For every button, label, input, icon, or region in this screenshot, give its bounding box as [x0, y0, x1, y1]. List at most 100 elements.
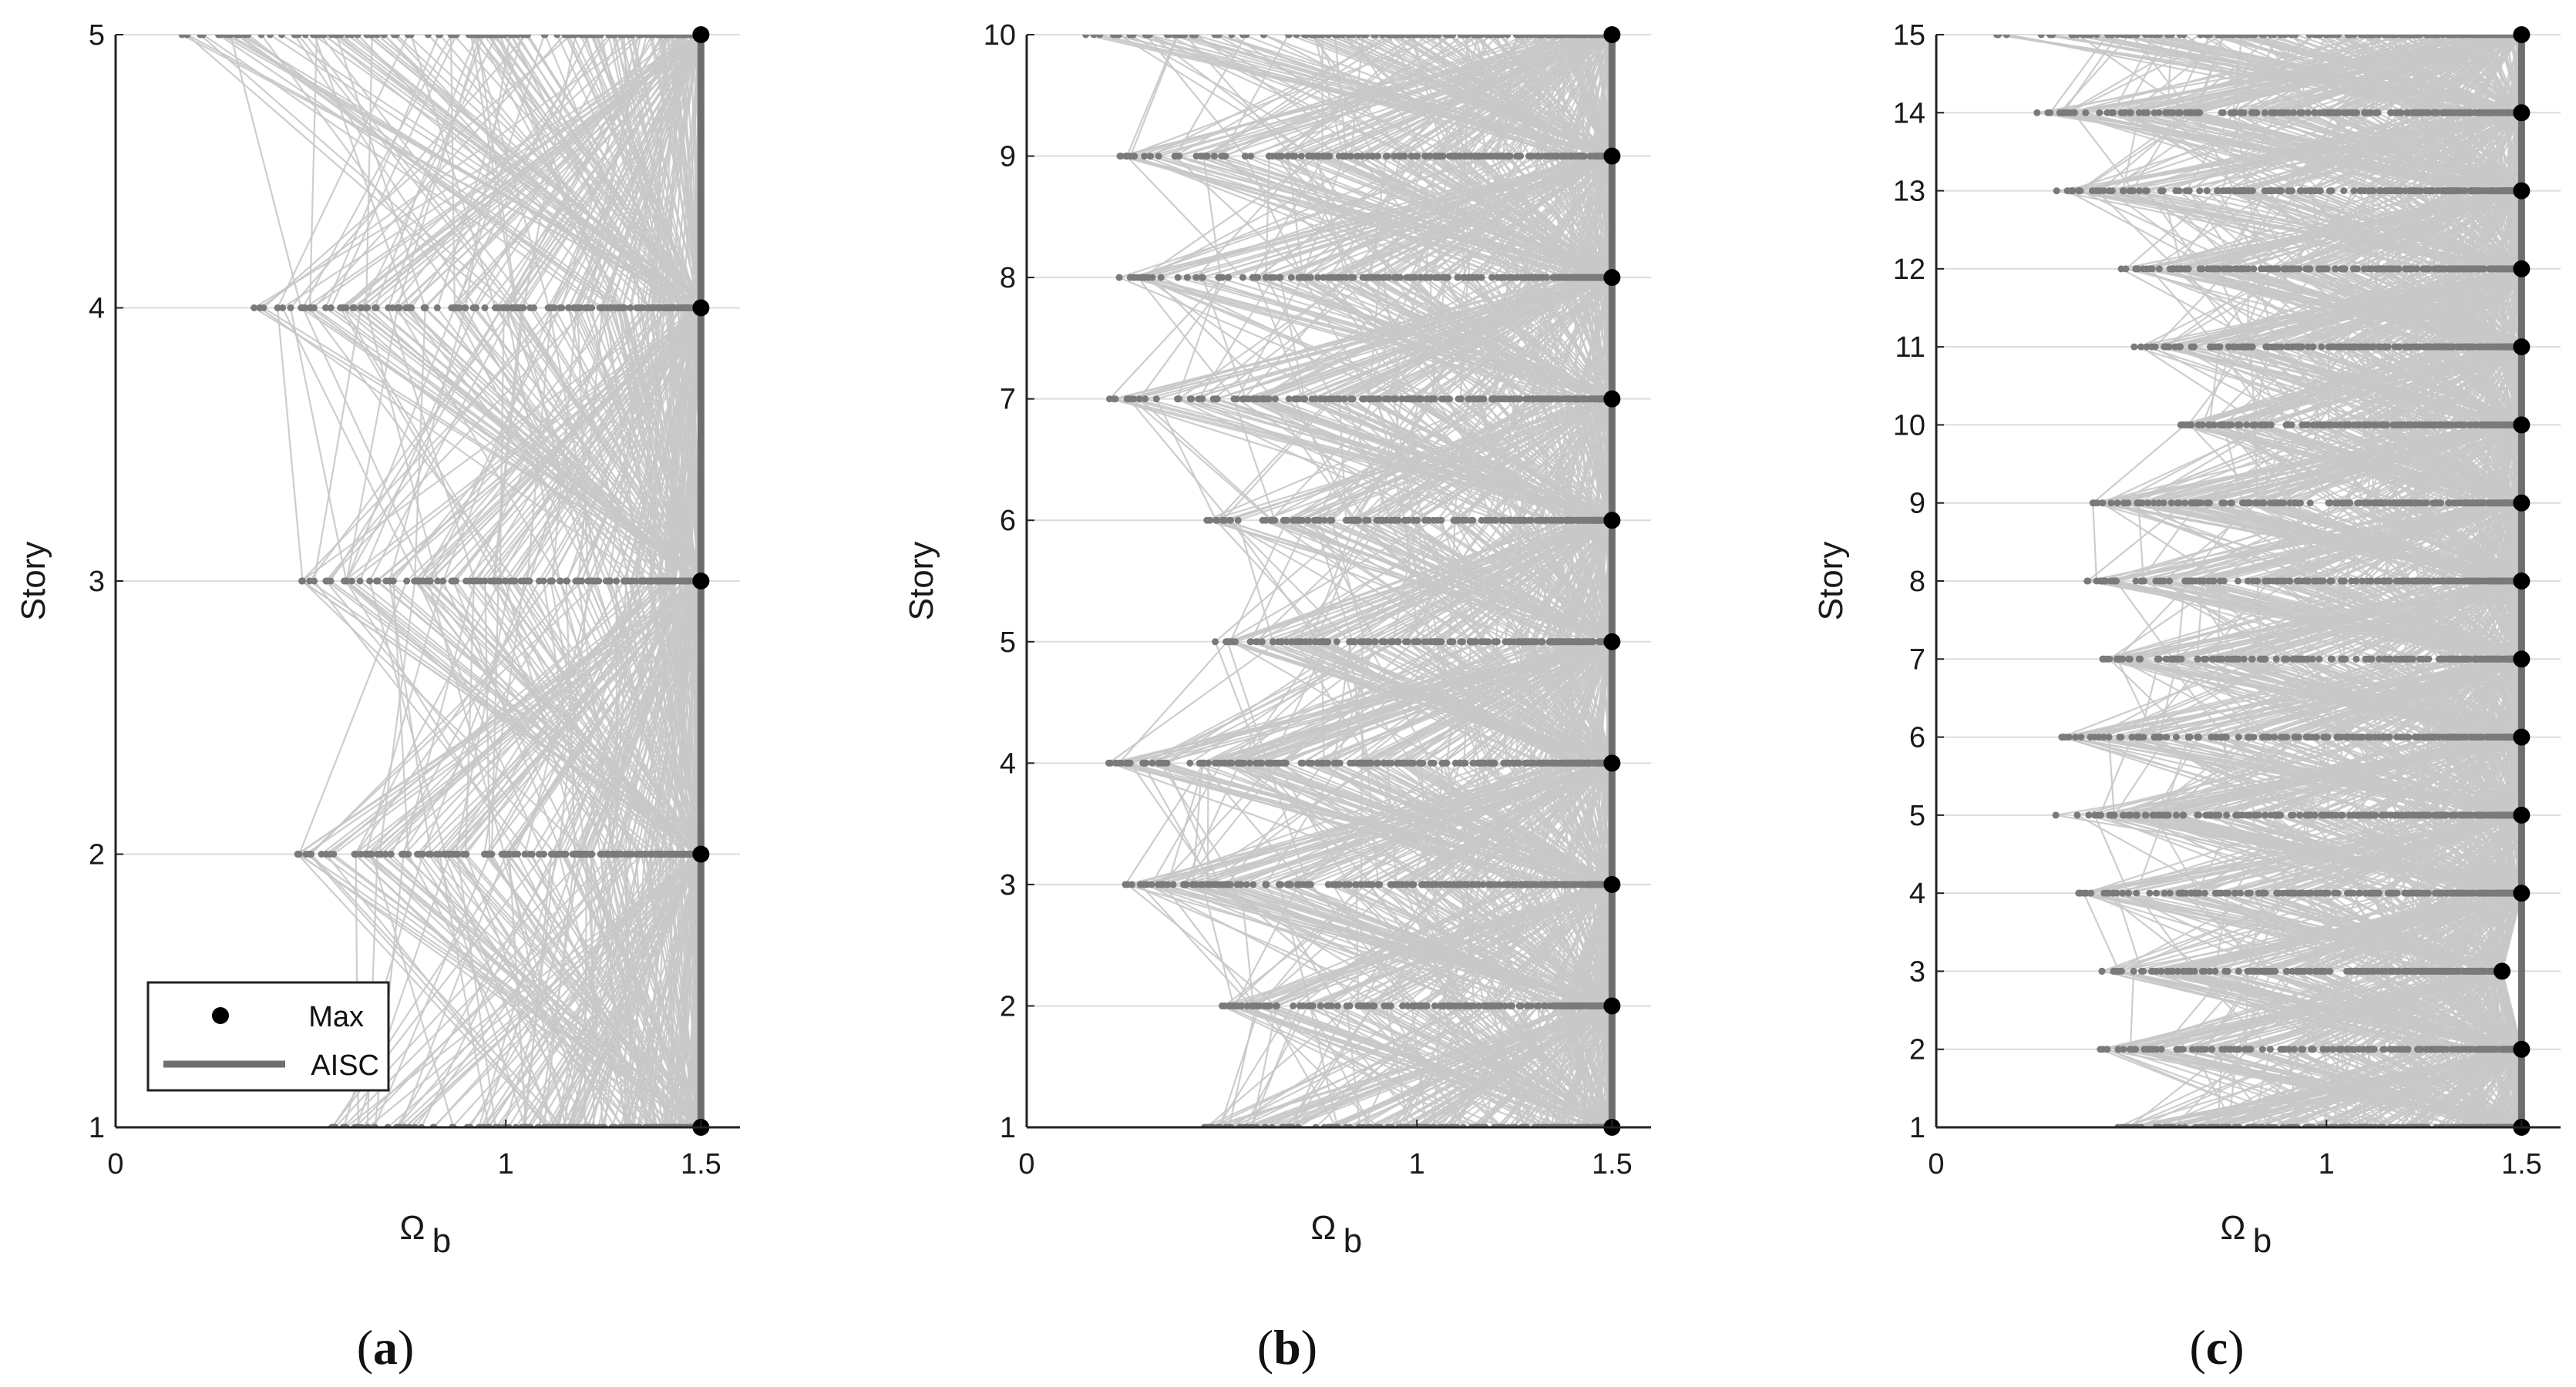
sample-point [1436, 638, 1443, 646]
legend-aisc-label: AISC [311, 1049, 379, 1082]
sample-point [1141, 153, 1148, 160]
sample-point [1454, 274, 1462, 281]
sample-point [415, 577, 422, 585]
sample-point [1364, 1002, 1371, 1009]
trace-line [1229, 35, 1613, 1127]
max-point-story-5 [692, 26, 710, 43]
sample-point [298, 577, 306, 585]
sample-point [1262, 516, 1270, 524]
sample-point [1195, 395, 1202, 403]
sample-point [1379, 35, 1386, 39]
sample-point [1253, 395, 1260, 403]
sample-point [1561, 153, 1569, 160]
y-tick-label: 2 [89, 839, 105, 871]
sample-point [1357, 1002, 1364, 1009]
sample-point [477, 577, 485, 585]
sample-point [1398, 395, 1406, 403]
sample-point [1593, 881, 1601, 888]
sample-point [670, 577, 678, 585]
sample-point [489, 577, 497, 585]
sample-point [469, 35, 477, 39]
sample-point [481, 304, 489, 311]
x-tick-label: 1 [498, 1148, 514, 1180]
sample-point [1465, 395, 1472, 403]
sample-point [558, 851, 566, 858]
sample-point [1535, 516, 1542, 524]
sample-point [1475, 153, 1483, 160]
sample-point [1324, 881, 1332, 888]
sample-point [1434, 516, 1441, 524]
sample-point [392, 35, 400, 39]
trace-line [1226, 35, 1613, 1127]
sample-point [1113, 35, 1121, 39]
sample-point [1189, 881, 1197, 888]
sample-point [1475, 759, 1483, 767]
sample-point [1551, 153, 1559, 160]
sample-point [644, 304, 652, 311]
sample-point [1410, 759, 1417, 767]
sample-point [405, 851, 412, 858]
sample-point [604, 851, 612, 858]
sample-point [1225, 274, 1233, 281]
trace-line [1129, 35, 1613, 1127]
sample-point [1441, 274, 1449, 281]
sample-point [1457, 638, 1465, 646]
x-axis-label: Ω [1311, 1209, 1337, 1247]
sample-point [380, 35, 388, 39]
sample-point [1315, 153, 1323, 160]
sample-point [1283, 638, 1290, 646]
sample-point [1142, 35, 1150, 39]
sample-point [1090, 35, 1098, 39]
x-tick-label: 0 [107, 1148, 123, 1180]
sample-point [226, 35, 233, 39]
sample-point [1347, 153, 1354, 160]
sample-point [1274, 638, 1282, 646]
sample-point [536, 577, 543, 585]
sample-point [1378, 638, 1386, 646]
sample-point [433, 304, 441, 311]
sample-point [1321, 153, 1329, 160]
sample-point [1506, 274, 1514, 281]
trace-line [1183, 35, 1613, 1127]
sample-point [1545, 1002, 1553, 1009]
sample-point [1292, 638, 1300, 646]
sample-point [414, 851, 421, 858]
sample-point [1380, 1002, 1388, 1009]
sample-point [425, 851, 432, 858]
sample-point [570, 304, 577, 311]
sample-point [1328, 516, 1336, 524]
sample-point [523, 577, 531, 585]
sample-point [1126, 274, 1134, 281]
sample-point [1375, 395, 1383, 403]
sample-point [510, 851, 518, 858]
sample-point [674, 851, 681, 858]
sample-point [595, 577, 603, 585]
x-axis-label-subscript: b [432, 1222, 451, 1260]
sample-point [1440, 395, 1448, 403]
sample-point [1215, 274, 1222, 281]
trace-line [1239, 35, 1613, 1127]
sample-point [1574, 516, 1582, 524]
trace-line [1208, 35, 1615, 1127]
sample-point [587, 35, 595, 39]
sample-point [1301, 395, 1309, 403]
sample-point [1572, 395, 1579, 403]
sample-point [1545, 638, 1553, 646]
sample-point [1481, 759, 1489, 767]
panel-label: (b) [1257, 1320, 1317, 1375]
sample-point [1405, 395, 1413, 403]
max-point-story-4 [1603, 754, 1621, 772]
sample-point [1299, 1002, 1306, 1009]
sample-point [1148, 759, 1156, 767]
sample-point [639, 35, 647, 39]
trace-line [1182, 35, 1577, 1127]
sample-point [528, 851, 536, 858]
sample-point [1340, 395, 1347, 403]
sample-point [1366, 638, 1374, 646]
sample-point [1125, 759, 1132, 767]
sample-point [1155, 881, 1162, 888]
sample-point [1128, 881, 1135, 888]
trace-line [1099, 35, 1616, 1127]
trace-line [1106, 35, 1613, 1127]
